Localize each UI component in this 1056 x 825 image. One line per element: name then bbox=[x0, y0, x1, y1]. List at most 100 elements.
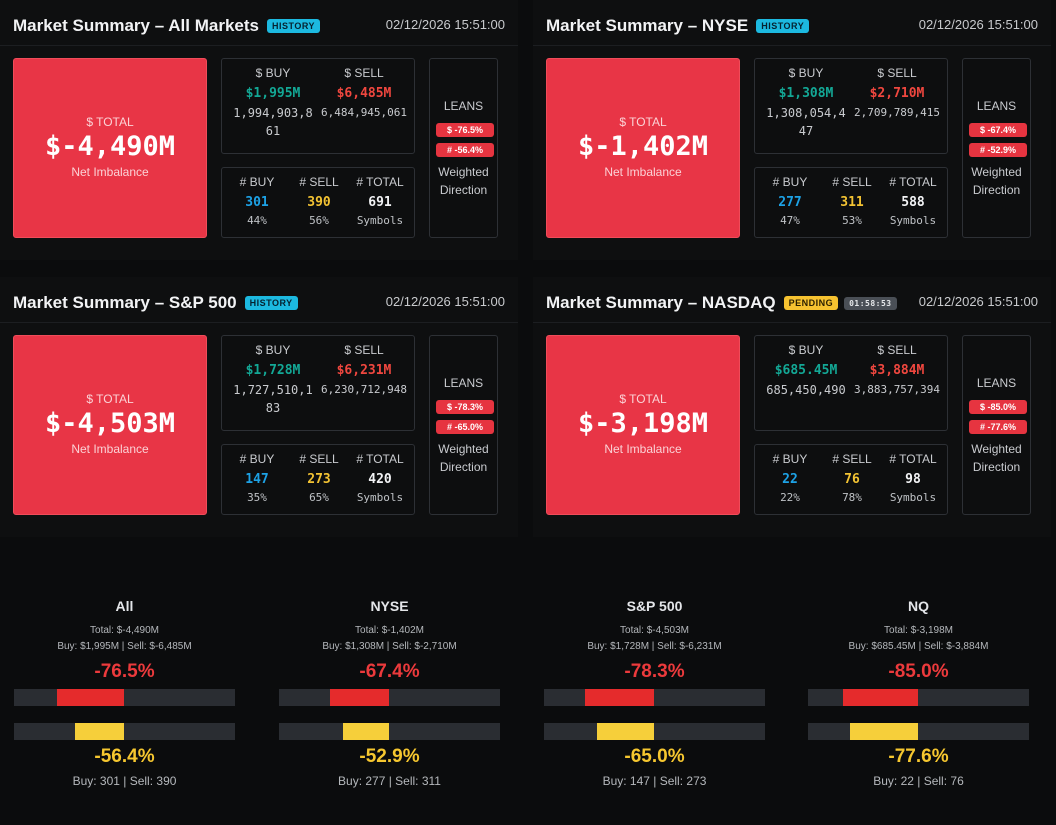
count-total-col: # TOTAL 420 Symbols bbox=[348, 452, 412, 504]
panel-timestamp: 02/12/2026 15:51:00 bbox=[385, 17, 505, 32]
leans-footer: Weighted Direction bbox=[963, 440, 1030, 476]
count-sell-value: 311 bbox=[840, 195, 864, 210]
panel-timestamp: 02/12/2026 15:51:00 bbox=[385, 294, 505, 309]
panel-title: Market Summary – NYSE HISTORY bbox=[546, 16, 810, 36]
panel-timestamp: 02/12/2026 15:51:00 bbox=[918, 17, 1038, 32]
panel-header: Market Summary – All Markets HISTORY 02/… bbox=[0, 0, 518, 46]
count-sell-label: # SELL bbox=[299, 175, 339, 189]
summary-counts: Buy: 147 | Sell: 273 bbox=[602, 774, 707, 788]
summary-title: NQ bbox=[908, 598, 929, 614]
summary-buy-sell: Buy: $1,995M | Sell: $-6,485M bbox=[57, 641, 192, 652]
dollar-buy-sell-card: $ BUY $1,308M 1,308,054,447 $ SELL $2,71… bbox=[754, 58, 948, 154]
dollar-sell-raw: 6,230,712,948 bbox=[320, 383, 408, 396]
dollar-lean-bar bbox=[14, 689, 235, 706]
pending-badge[interactable]: PENDING bbox=[783, 296, 839, 310]
count-buy-col: # BUY 22 22% bbox=[759, 452, 821, 504]
dollar-buy-label: $ BUY bbox=[788, 66, 824, 80]
count-total-value: 98 bbox=[905, 472, 921, 487]
count-buy-pct: 22% bbox=[780, 491, 800, 504]
dollar-buy-sell-card: $ BUY $1,728M 1,727,510,183 $ SELL $6,23… bbox=[221, 335, 415, 431]
count-buy-sell-card: # BUY 277 47% # SELL 311 53% # TOTAL 588… bbox=[754, 167, 948, 238]
leans-count-pill: # -56.4% bbox=[436, 143, 494, 157]
panel-title-text: Market Summary – All Markets bbox=[13, 16, 259, 35]
count-sell-col: # SELL 76 78% bbox=[821, 452, 883, 504]
history-badge[interactable]: HISTORY bbox=[244, 296, 298, 310]
count-buy-label: # BUY bbox=[239, 175, 275, 189]
count-buy-value: 22 bbox=[782, 472, 798, 487]
summary-count-pct: -56.4% bbox=[94, 746, 155, 767]
count-buy-sell-card: # BUY 22 22% # SELL 76 78% # TOTAL 98 Sy… bbox=[754, 444, 948, 515]
summary-total: Total: $-4,503M bbox=[620, 625, 689, 636]
count-buy-value: 147 bbox=[245, 472, 269, 487]
summary-dollar-pct: -67.4% bbox=[359, 661, 420, 682]
panel-header: Market Summary – NASDAQ PENDING 01:58:53… bbox=[533, 277, 1051, 323]
summary-count-pct: -52.9% bbox=[359, 746, 420, 767]
panel-title-text: Market Summary – NASDAQ bbox=[546, 293, 776, 312]
count-sell-label: # SELL bbox=[832, 175, 872, 189]
dollar-lean-bar bbox=[279, 689, 500, 706]
count-total-label: # TOTAL bbox=[889, 175, 937, 189]
summary-title: All bbox=[115, 598, 134, 614]
summary-buy-sell: Buy: $1,728M | Sell: $-6,231M bbox=[587, 641, 722, 652]
count-buy-pct: 47% bbox=[780, 214, 800, 227]
panel-all-markets: Market Summary – All Markets HISTORY 02/… bbox=[0, 0, 518, 260]
count-buy-label: # BUY bbox=[772, 452, 808, 466]
summary-title: NYSE bbox=[370, 598, 409, 614]
count-lean-bar bbox=[808, 723, 1029, 740]
count-sell-pct: 53% bbox=[842, 214, 862, 227]
leans-footer-line1: Weighted bbox=[438, 165, 489, 179]
dollar-lean-fill bbox=[329, 689, 390, 706]
leans-title: LEANS bbox=[443, 99, 484, 113]
count-total-label: # TOTAL bbox=[356, 175, 404, 189]
total-sublabel: Net Imbalance bbox=[604, 165, 682, 179]
total-sublabel: Net Imbalance bbox=[604, 442, 682, 456]
summary-counts: Buy: 22 | Sell: 76 bbox=[873, 774, 964, 788]
dollar-buy-amount: $1,995M bbox=[245, 86, 301, 101]
panel-title-text: Market Summary – S&P 500 bbox=[13, 293, 237, 312]
history-badge[interactable]: HISTORY bbox=[266, 19, 320, 33]
leans-footer-line1: Weighted bbox=[971, 165, 1022, 179]
total-value: $-4,503M bbox=[44, 408, 176, 439]
dollar-sell-amount: $6,485M bbox=[336, 86, 392, 101]
summary-meta: Total: $-4,503M Buy: $1,728M | Sell: $-6… bbox=[544, 623, 765, 655]
dollar-sell-raw: 6,484,945,061 bbox=[320, 106, 408, 119]
dollar-sell-col: $ SELL $6,231M 6,230,712,948 bbox=[320, 343, 408, 399]
total-label: $ TOTAL bbox=[619, 115, 667, 129]
leans-count-pill: # -77.6% bbox=[969, 420, 1027, 434]
dollar-buy-raw: 1,727,510,183 bbox=[233, 383, 313, 415]
leans-title: LEANS bbox=[976, 99, 1017, 113]
dollar-buy-amount: $1,308M bbox=[778, 86, 834, 101]
dollar-buy-label: $ BUY bbox=[255, 343, 291, 357]
count-sell-value: 273 bbox=[307, 472, 331, 487]
dollar-sell-label: $ SELL bbox=[877, 343, 917, 357]
summary-nq: NQ Total: $-3,198M Buy: $685.45M | Sell:… bbox=[808, 598, 1029, 788]
dollar-buy-amount: $685.45M bbox=[774, 363, 838, 378]
total-label: $ TOTAL bbox=[86, 115, 134, 129]
count-lean-fill bbox=[74, 723, 125, 740]
dollar-sell-col: $ SELL $6,485M 6,484,945,061 bbox=[320, 66, 408, 122]
count-buy-col: # BUY 147 35% bbox=[226, 452, 288, 504]
summary-count-pct: -65.0% bbox=[624, 746, 685, 767]
dollar-buy-sell-card: $ BUY $685.45M 685,450,490 $ SELL $3,884… bbox=[754, 335, 948, 431]
history-badge[interactable]: HISTORY bbox=[756, 19, 810, 33]
dollar-sell-raw: 2,709,789,415 bbox=[853, 106, 941, 119]
dollar-lean-fill bbox=[585, 689, 655, 706]
count-buy-col: # BUY 301 44% bbox=[226, 175, 288, 227]
count-sell-value: 390 bbox=[307, 195, 331, 210]
summary-meta: Total: $-1,402M Buy: $1,308M | Sell: $-2… bbox=[279, 623, 500, 655]
total-value: $-1,402M bbox=[577, 131, 709, 162]
count-buy-sell-card: # BUY 301 44% # SELL 390 56% # TOTAL 691… bbox=[221, 167, 415, 238]
count-total-sub: Symbols bbox=[356, 214, 404, 227]
count-lean-fill bbox=[597, 723, 655, 740]
dollar-sell-amount: $2,710M bbox=[869, 86, 925, 101]
panel-nasdaq: Market Summary – NASDAQ PENDING 01:58:53… bbox=[533, 277, 1051, 537]
dollar-sell-label: $ SELL bbox=[344, 343, 384, 357]
leans-dollar-pill: $ -85.0% bbox=[969, 400, 1027, 414]
count-lean-fill bbox=[849, 723, 919, 740]
leans-footer: Weighted Direction bbox=[963, 163, 1030, 199]
leans-footer: Weighted Direction bbox=[430, 163, 497, 199]
total-value: $-3,198M bbox=[577, 408, 709, 439]
dollar-buy-col: $ BUY $1,308M 1,308,054,447 bbox=[763, 66, 849, 140]
count-buy-pct: 35% bbox=[247, 491, 267, 504]
count-sell-pct: 56% bbox=[309, 214, 329, 227]
